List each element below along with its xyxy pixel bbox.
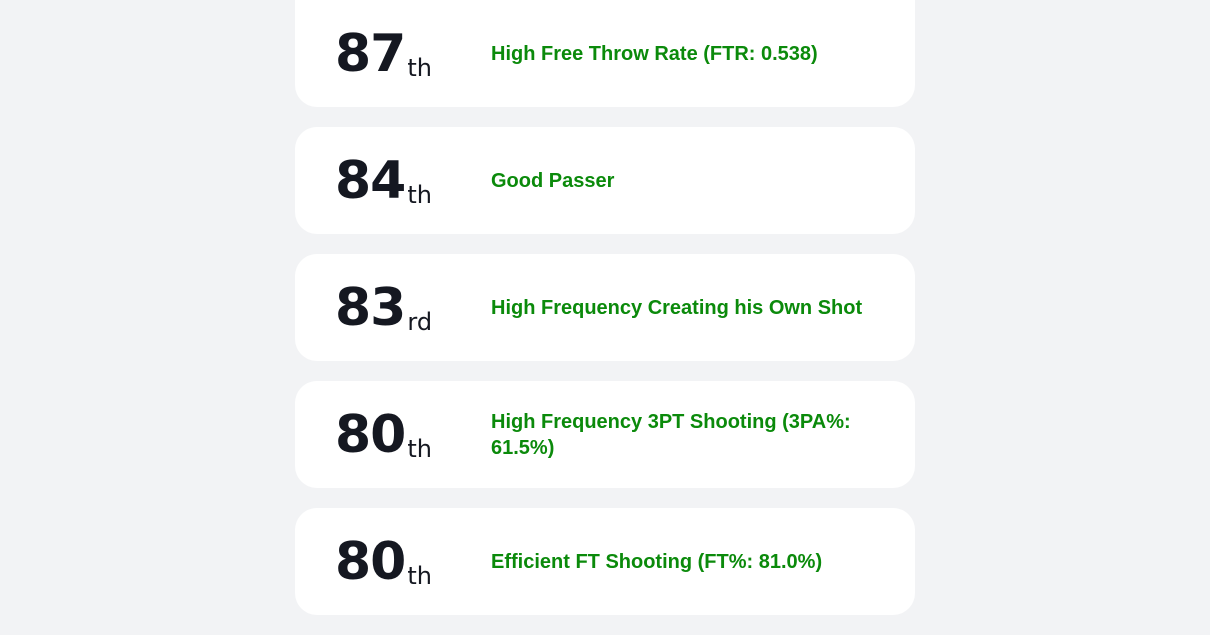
rank-number: 84 bbox=[335, 150, 406, 211]
rank-suffix: th bbox=[407, 180, 432, 209]
rank-suffix: th bbox=[407, 53, 432, 82]
rank-suffix: th bbox=[407, 561, 432, 590]
rank-number: 80 bbox=[335, 404, 406, 465]
rank-number: 87 bbox=[335, 23, 406, 84]
skill-label: High Free Throw Rate (FTR: 0.538) bbox=[491, 42, 818, 65]
skill-label: Good Passer bbox=[491, 169, 615, 192]
rank-suffix: th bbox=[407, 434, 432, 463]
rank-suffix: rd bbox=[407, 307, 433, 336]
skill-label: High Frequency 3PT Shooting (3PA%: 61.5%… bbox=[491, 410, 851, 459]
skill-label: Efficient FT Shooting (FT%: 81.0%) bbox=[491, 550, 823, 573]
rank-number: 80 bbox=[335, 531, 406, 592]
skill-label: High Frequency Creating his Own Shot bbox=[491, 296, 863, 319]
rank-number: 83 bbox=[335, 277, 406, 338]
